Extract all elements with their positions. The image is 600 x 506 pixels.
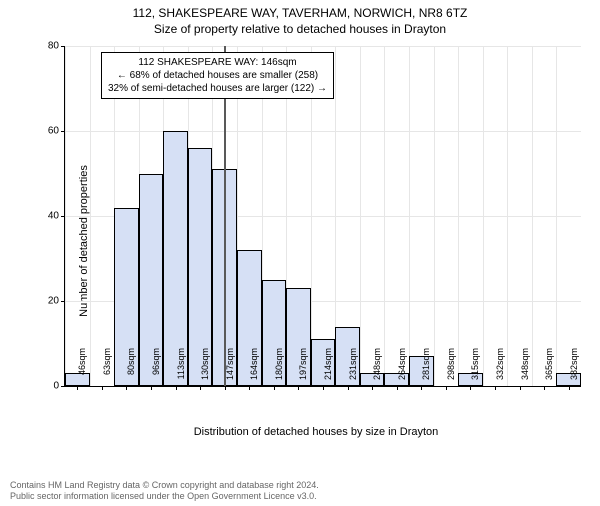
footer-attribution: Contains HM Land Registry data © Crown c… bbox=[0, 480, 600, 503]
gridline-v bbox=[483, 46, 484, 386]
xtick-label: 113sqm bbox=[176, 348, 186, 390]
gridline-v bbox=[434, 46, 435, 386]
xtick-label: 96sqm bbox=[151, 348, 161, 390]
ytick-label: 20 bbox=[48, 296, 65, 307]
gridline-v bbox=[65, 46, 66, 386]
xtick-label: 130sqm bbox=[200, 348, 210, 390]
gridline-v bbox=[384, 46, 385, 386]
xtick-label: 80sqm bbox=[126, 348, 136, 390]
gridline-v bbox=[507, 46, 508, 386]
xtick-label: 382sqm bbox=[569, 348, 579, 390]
gridline-v bbox=[409, 46, 410, 386]
x-axis-label: Distribution of detached houses by size … bbox=[52, 426, 580, 438]
ytick-label: 40 bbox=[48, 211, 65, 222]
xtick-label: 164sqm bbox=[249, 348, 259, 390]
xtick-label: 348sqm bbox=[520, 348, 530, 390]
page-title-line1: 112, SHAKESPEARE WAY, TAVERHAM, NORWICH,… bbox=[0, 6, 600, 20]
annotation-line-1: 112 SHAKESPEARE WAY: 146sqm bbox=[108, 56, 327, 69]
annotation-line-3: 32% of semi-detached houses are larger (… bbox=[108, 82, 327, 95]
gridline-v bbox=[90, 46, 91, 386]
gridline-v bbox=[556, 46, 557, 386]
footer-line-2: Public sector information licensed under… bbox=[10, 491, 600, 502]
page-title-line2: Size of property relative to detached ho… bbox=[0, 22, 600, 36]
chart-area: Number of detached properties 0204060804… bbox=[52, 46, 580, 436]
annotation-box: 112 SHAKESPEARE WAY: 146sqm← 68% of deta… bbox=[101, 52, 334, 99]
xtick-label: 332sqm bbox=[495, 348, 505, 390]
xtick-label: 231sqm bbox=[348, 348, 358, 390]
xtick-label: 147sqm bbox=[225, 348, 235, 390]
xtick-label: 315sqm bbox=[470, 348, 480, 390]
xtick-label: 63sqm bbox=[102, 348, 112, 390]
xtick-label: 281sqm bbox=[421, 348, 431, 390]
xtick-label: 46sqm bbox=[77, 348, 87, 390]
footer-line-1: Contains HM Land Registry data © Crown c… bbox=[10, 480, 600, 491]
xtick-label: 248sqm bbox=[372, 348, 382, 390]
gridline-v bbox=[360, 46, 361, 386]
xtick-label: 214sqm bbox=[323, 348, 333, 390]
xtick-label: 264sqm bbox=[397, 348, 407, 390]
ytick-label: 80 bbox=[48, 41, 65, 52]
ytick-label: 0 bbox=[53, 381, 65, 392]
annotation-line-2: ← 68% of detached houses are smaller (25… bbox=[108, 69, 327, 82]
gridline-h bbox=[65, 46, 581, 47]
gridline-h bbox=[65, 131, 581, 132]
plot-region: 02040608046sqm63sqm80sqm96sqm113sqm130sq… bbox=[64, 46, 581, 387]
gridline-v bbox=[532, 46, 533, 386]
gridline-v bbox=[458, 46, 459, 386]
xtick-label: 298sqm bbox=[446, 348, 456, 390]
xtick-label: 197sqm bbox=[298, 348, 308, 390]
xtick-label: 180sqm bbox=[274, 348, 284, 390]
ytick-label: 60 bbox=[48, 126, 65, 137]
xtick-label: 365sqm bbox=[544, 348, 554, 390]
